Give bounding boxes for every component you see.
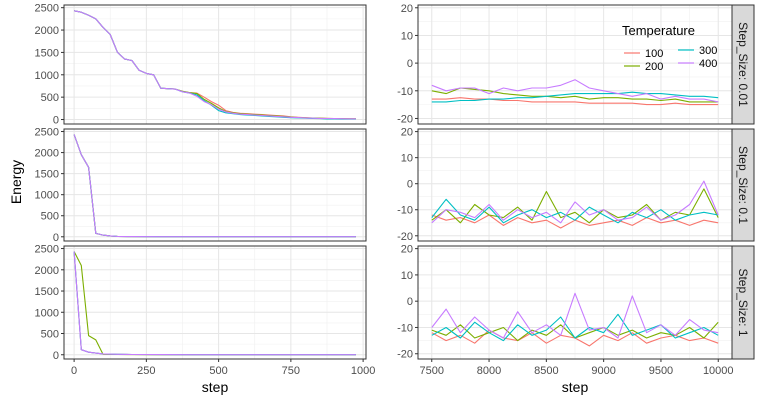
x-tick-label: 0 <box>71 365 77 377</box>
panel-background-r1c0 <box>64 129 366 241</box>
y-tick-label: 2000 <box>35 265 59 277</box>
y-tick-label: 1000 <box>35 307 59 319</box>
legend-title: Temperature <box>622 23 695 38</box>
y-tick-label: 0 <box>53 115 59 127</box>
y-tick-label: 10 <box>401 30 413 42</box>
y-tick-label: -20 <box>397 113 413 125</box>
series-line-100-r0c1 <box>431 97 719 106</box>
y-tick-label: 10 <box>401 153 413 165</box>
x-tick-label: 8000 <box>477 365 501 377</box>
y-tick-label: -10 <box>397 322 413 334</box>
y-tick-label: 1500 <box>35 47 59 59</box>
x-tick-label: 250 <box>137 365 155 377</box>
y-tick-label: -20 <box>397 231 413 243</box>
x-tick-label: 10000 <box>703 365 734 377</box>
x-tick-label: 7500 <box>420 365 444 377</box>
y-tick-label: 0 <box>407 296 413 308</box>
y-tick-label: 2500 <box>35 244 59 256</box>
series-line-400-r1c1 <box>431 180 719 224</box>
y-tick-label: 2500 <box>35 3 59 15</box>
series-line-400-r0c1 <box>431 79 719 103</box>
y-tick-label: -20 <box>397 349 413 361</box>
y-tick-label: 0 <box>53 232 59 244</box>
series-line-400-r2c0 <box>73 251 356 356</box>
panel-border-r0c0 <box>63 4 367 125</box>
y-tick-label: 2000 <box>35 148 59 160</box>
series-line-300-r2c1 <box>431 313 719 342</box>
x-tick-label: 9000 <box>591 365 615 377</box>
y-tick-label: 1500 <box>35 286 59 298</box>
series-line-200-r1c1 <box>431 188 719 224</box>
y-tick-label: 10 <box>401 270 413 282</box>
panel-border-r1c0 <box>63 128 367 242</box>
facet-strip-label: Step_Size: 0.01 <box>736 22 750 107</box>
y-tick-label: 20 <box>401 3 413 15</box>
facet-strip-label: Step_Size: 1 <box>736 268 750 336</box>
series-line-400-r2c1 <box>431 292 719 339</box>
y-tick-label: -10 <box>397 86 413 98</box>
y-tick-label: 500 <box>41 329 59 341</box>
y-tick-label: 0 <box>407 179 413 191</box>
x-axis-title: step <box>562 379 589 395</box>
facet-strip-0 <box>731 4 755 125</box>
series-line-400-r1c0 <box>73 134 356 238</box>
x-tick-label: 500 <box>209 365 227 377</box>
y-tick-label: 20 <box>401 244 413 256</box>
y-axis-title: Energy <box>8 160 24 204</box>
y-tick-label: 1000 <box>35 190 59 202</box>
facet-strip-1 <box>731 128 755 242</box>
y-tick-label: 20 <box>401 127 413 139</box>
y-tick-label: 500 <box>41 211 59 223</box>
y-tick-label: 500 <box>41 92 59 104</box>
x-tick-label: 8500 <box>534 365 558 377</box>
panel-background-r2c0 <box>64 246 366 359</box>
y-tick-label: 1500 <box>35 169 59 181</box>
facet-strip-2 <box>731 245 755 360</box>
y-tick-label: -10 <box>397 205 413 217</box>
y-tick-label: 0 <box>53 350 59 362</box>
panel-border-r2c0 <box>63 245 367 360</box>
x-tick-label: 1000 <box>351 365 375 377</box>
panel-background-r0c0 <box>64 5 366 124</box>
legend-label-400: 400 <box>699 58 717 70</box>
y-tick-label: 2000 <box>35 25 59 37</box>
legend-label-300: 300 <box>699 45 717 57</box>
legend-label-100: 100 <box>645 48 663 60</box>
x-axis-title: step <box>202 379 229 395</box>
facet-strip-label: Step_Size: 0.1 <box>736 146 750 224</box>
y-tick-label: 1000 <box>35 70 59 82</box>
legend-label-200: 200 <box>645 61 663 73</box>
x-tick-label: 750 <box>282 365 300 377</box>
x-tick-label: 9500 <box>649 365 673 377</box>
series-line-300-r0c1 <box>431 91 719 103</box>
series-line-400-r0c0 <box>73 10 356 120</box>
y-tick-label: 0 <box>407 58 413 70</box>
y-tick-label: 2500 <box>35 127 59 139</box>
